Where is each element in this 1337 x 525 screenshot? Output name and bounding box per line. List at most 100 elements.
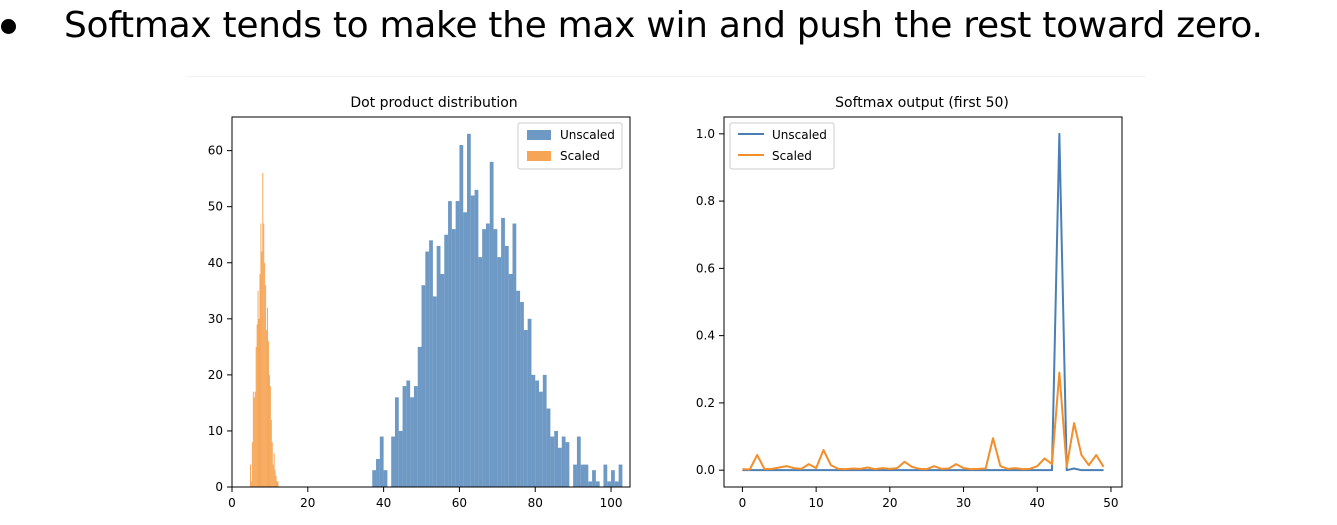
unscaled-bar-10 [410, 397, 414, 487]
histogram-x-tick-label-5: 100 [600, 496, 623, 510]
scaled-bar-3 [252, 391, 254, 487]
scaled-bar-28 [276, 481, 278, 487]
unscaled-bar-7 [398, 430, 403, 487]
unscaled-bar-22 [455, 201, 460, 487]
softmax-legend-scaled-label: Scaled [772, 149, 812, 163]
histogram-x-tick-label-3: 60 [452, 496, 467, 510]
histogram-x-tick-label-1: 20 [300, 496, 315, 510]
unscaled-bar-65 [618, 464, 623, 487]
histogram-title: Dot product distribution [350, 95, 517, 111]
unscaled-bar-62 [607, 481, 612, 487]
unscaled-bar-42 [531, 374, 536, 487]
scaled-bar-4 [253, 397, 255, 487]
histogram-y-tick-label-0: 0 [215, 480, 223, 494]
bullet-row: Softmax tends to make the max win and pu… [0, 0, 1337, 62]
unscaled-bar-47 [550, 436, 555, 487]
unscaled-bar-44 [539, 391, 543, 487]
unscaled-bar-50 [561, 436, 566, 487]
unscaled-bar-30 [485, 223, 490, 488]
scaled-bar-0 [250, 464, 251, 487]
histogram-x-tick-label-2: 40 [376, 496, 391, 510]
unscaled-bar-20 [448, 201, 452, 487]
histogram-y-ticks: 0 10 20 30 40 50 60 [208, 144, 232, 494]
unscaled-bar-64 [614, 481, 619, 487]
unscaled-bar-31 [489, 161, 494, 487]
scaled-bar-22 [270, 419, 272, 487]
scaled-bar-12 [261, 251, 263, 487]
unscaled-bar-51 [565, 442, 570, 487]
softmax-y-tick-label-4: 0.8 [696, 194, 715, 208]
unscaled-bar-18 [440, 273, 445, 487]
unscaled-bar-36 [508, 273, 513, 487]
unscaled-bar-29 [482, 229, 486, 487]
scaled-bar-20 [268, 374, 270, 487]
unscaled-bar-39 [520, 302, 524, 487]
unscaled-bar-1 [376, 458, 380, 487]
unscaled-bar-56 [584, 464, 589, 487]
unscaled-bar-41 [527, 318, 532, 487]
unscaled-bar-46 [546, 408, 551, 487]
scaled-line [742, 371, 1105, 471]
unscaled-bar-8 [402, 386, 407, 487]
scaled-bar-18 [267, 307, 269, 487]
softmax-x-tick-label-4: 40 [1030, 496, 1045, 510]
softmax-legend: Unscaled Scaled [729, 122, 835, 170]
scaled-bar-5 [254, 391, 256, 487]
unscaled-bar-0 [372, 470, 377, 487]
unscaled-bar-43 [535, 380, 540, 487]
scaled-bar-17 [266, 330, 268, 487]
unscaled-bar-34 [501, 217, 505, 487]
histogram-x-tick-label-0: 0 [228, 496, 236, 510]
unscaled-bar-11 [413, 386, 418, 487]
scaled-bar-21 [269, 386, 271, 487]
histogram-y-tick-label-1: 10 [208, 424, 223, 438]
scaled-bar-25 [273, 453, 275, 487]
unscaled-bar-33 [497, 257, 502, 487]
scaled-bar-29 [277, 481, 279, 487]
unscaled-bar-21 [451, 229, 456, 487]
histogram-y-tick-label-4: 40 [208, 256, 223, 270]
scaled-bar-9 [258, 318, 260, 487]
unscaled-bar-5 [391, 436, 395, 487]
softmax-x-tick-label-0: 0 [739, 496, 747, 510]
histogram-plot-frame [231, 116, 631, 488]
softmax-y-tick-label-2: 0.4 [696, 329, 715, 343]
unscaled-bar-63 [611, 470, 615, 487]
unscaled-bar-6 [394, 397, 399, 487]
scaled-bars [250, 173, 279, 488]
scaled-bar-13 [262, 173, 264, 487]
unscaled-bar-26 [470, 195, 475, 487]
unscaled-bar-3 [383, 470, 388, 487]
legend-unscaled-label: Unscaled [560, 128, 615, 142]
softmax-y-tick-label-0: 0.0 [696, 463, 715, 477]
figure-svg: Dot product distribution 0 20 40 60 80 100 01… [208, 95, 1123, 510]
softmax-y-tick-label-1: 0.2 [696, 396, 715, 410]
unscaled-bar-2 [379, 436, 384, 487]
unscaled-bar-37 [512, 223, 517, 488]
legend-scaled-label: Scaled [560, 149, 600, 163]
scaled-bar-14 [263, 223, 265, 488]
scaled-bar-1 [250, 481, 252, 487]
scaled-bar-16 [265, 285, 267, 487]
unscaled-bar-9 [406, 380, 411, 487]
unscaled-bar-45 [542, 374, 547, 487]
bullet-dot-icon [1, 19, 16, 34]
scaled-bar-2 [251, 442, 253, 487]
softmax-x-tick-label-5: 50 [1103, 496, 1118, 510]
softmax-chart: Softmax output (first 50) 0 10 20 30 40 50 0.… [696, 95, 1123, 510]
unscaled-bar-55 [580, 464, 585, 487]
scaled-bar-11 [260, 223, 262, 488]
softmax-plot-frame [723, 116, 1123, 488]
softmax-y-tick-label-3: 0.6 [696, 261, 715, 275]
histogram-y-tick-label-3: 30 [208, 312, 223, 326]
softmax-x-ticks: 0 10 20 30 40 50 [739, 487, 1119, 510]
unscaled-bar-17 [436, 245, 441, 487]
histogram-x-tick-label-4: 80 [528, 496, 543, 510]
unscaled-bar-12 [417, 346, 422, 487]
unscaled-bar-23 [459, 145, 464, 487]
histogram-legend: Unscaled Scaled [517, 122, 623, 170]
unscaled-bar-38 [516, 290, 521, 487]
unscaled-bar-48 [554, 430, 558, 487]
unscaled-bar-25 [467, 133, 471, 487]
bullet-text: Softmax tends to make the max win and pu… [64, 5, 1263, 46]
